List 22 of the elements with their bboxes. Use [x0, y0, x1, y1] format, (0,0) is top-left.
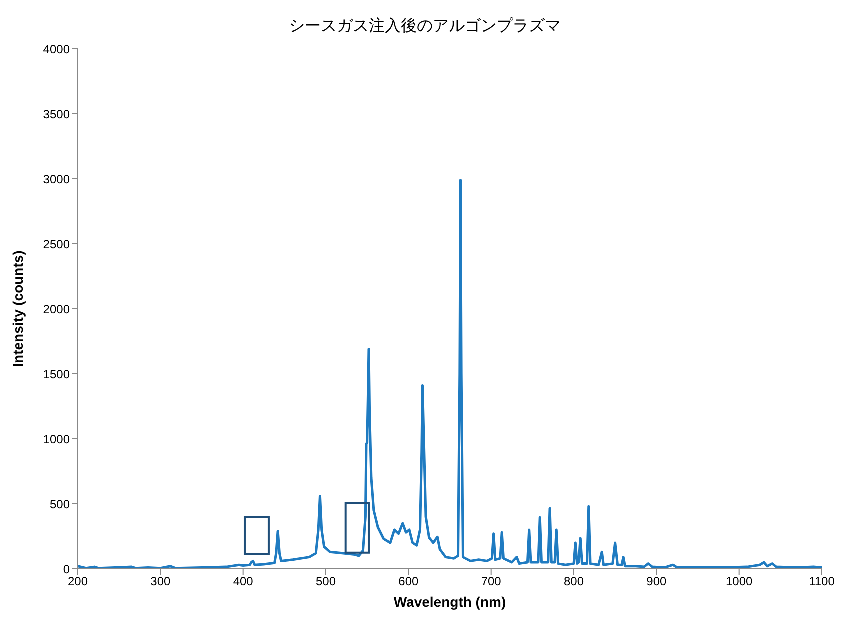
x-tick-label: 600 [398, 574, 419, 589]
y-tick-label: 2500 [43, 237, 70, 252]
chart-title: シースガス注入後のアルゴンプラズマ [288, 15, 562, 37]
x-tick-label: 500 [316, 574, 336, 589]
y-tick-label: 500 [50, 497, 70, 512]
y-axis-title: Intensity (counts) [10, 250, 26, 368]
x-tick-label: 1000 [726, 574, 754, 589]
x-tick-label: 1100 [809, 574, 836, 589]
y-tick-label: 0 [63, 562, 70, 576]
y-tick-label: 4000 [43, 42, 70, 56]
y-tick-label: 1500 [43, 367, 70, 382]
x-tick-label: 700 [481, 574, 502, 589]
y-tick-label: 2000 [43, 302, 70, 316]
x-tick-label: 800 [564, 574, 584, 589]
x-tick-label: 900 [646, 574, 667, 589]
x-tick-label: 200 [68, 574, 88, 589]
x-tick-label: 300 [150, 574, 171, 589]
y-tick-label: 3000 [43, 172, 70, 186]
y-tick-label: 1000 [43, 432, 70, 446]
x-tick-label: 400 [233, 574, 254, 589]
x-axis-title: Wavelength (nm) [394, 594, 506, 610]
y-tick-label: 3500 [43, 107, 70, 122]
